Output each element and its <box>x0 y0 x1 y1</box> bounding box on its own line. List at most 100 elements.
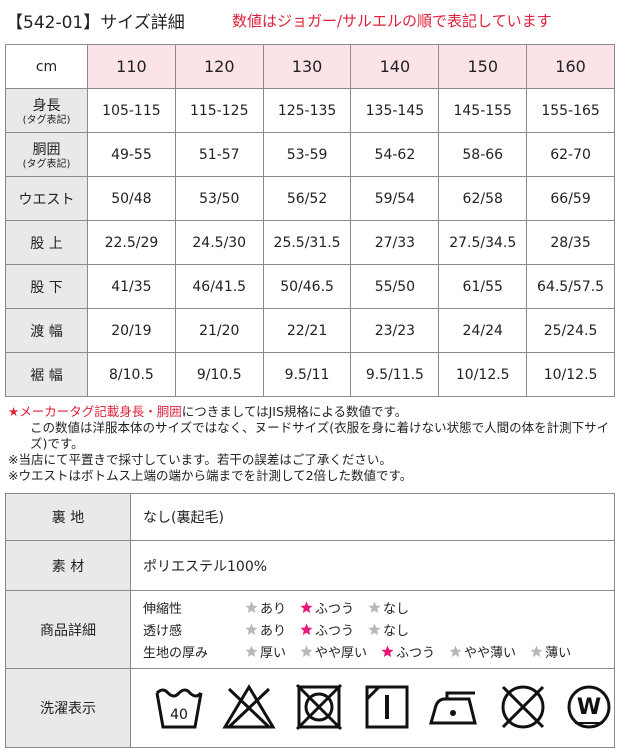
wet-clean-icon: W <box>567 685 611 729</box>
cell: 46/41.5 <box>174 264 264 309</box>
row-label: 商品詳細 <box>5 590 131 669</box>
wash-temp: 40 <box>170 707 188 723</box>
option-text: やや薄い <box>464 646 517 661</box>
no-dryclean-icon <box>501 685 545 729</box>
star <box>300 623 313 635</box>
cell: 115-125 <box>174 88 264 133</box>
note-text: ※ウエストはボトムス上端の端から端までを計測して2倍した数値です。 <box>8 468 413 483</box>
option: なし <box>368 620 409 639</box>
cell: 25.5/31.5 <box>262 220 352 265</box>
cell: 155-165 <box>526 88 615 133</box>
cell: 59/54 <box>350 176 440 221</box>
cell: 40 W <box>130 668 615 748</box>
size-header: 150 <box>438 44 528 89</box>
no-bleach-icon <box>222 684 276 729</box>
detail-row: 伸縮性 あり ふつう なし <box>143 597 614 619</box>
cell: 105-115 <box>87 88 176 133</box>
cell: 125-135 <box>262 88 352 133</box>
star-shape <box>300 645 313 657</box>
row-label: 股 上 <box>5 220 88 265</box>
cell: 9.5/11 <box>262 352 352 397</box>
cell: 27.5/34.5 <box>438 220 528 265</box>
option-text: 薄い <box>545 646 572 661</box>
option-text: なし <box>383 624 410 639</box>
cell: 27/33 <box>350 220 440 265</box>
option-text: なし <box>383 602 410 617</box>
option-text: やや厚い <box>315 646 368 661</box>
row-label: 素 材 <box>5 540 131 591</box>
wet-clean-label: W <box>577 695 601 720</box>
label: 股 上 <box>30 235 63 252</box>
note: ※ウエストはボトムス上端の端から端までを計測して2倍した数値です。 <box>8 468 613 484</box>
care-symbols: 40 W <box>155 683 611 731</box>
size-row: 股 上 22.5/29 24.5/30 25.5/31.5 27/33 27.5/34.5… <box>5 220 615 265</box>
cell: なし(裏起毛) <box>130 493 615 541</box>
star <box>530 645 543 657</box>
star-shape <box>300 623 313 635</box>
detail-row: 生地の厚み 厚い やや厚い ふつう やや薄い 薄い <box>143 641 614 663</box>
star-shape <box>449 645 462 657</box>
notes: ★メーカータグ記載身長・胴囲につきましてはJIS規格による数値です。 この数値は洋… <box>8 404 613 484</box>
label: 渡 幅 <box>30 323 63 340</box>
note-highlight: ★メーカータグ記載身長・胴囲 <box>8 404 182 419</box>
row-label: 身長 (タグ表記) <box>5 88 88 133</box>
star-shape <box>300 601 313 613</box>
option: ふつう <box>300 620 354 639</box>
cell: 56/52 <box>262 176 352 221</box>
cell: 20/19 <box>87 308 176 353</box>
star <box>449 645 462 657</box>
option-text: ふつう <box>396 646 436 661</box>
line-dry-shade-icon <box>365 685 409 729</box>
cell: 伸縮性 あり ふつう なし 透け感 あり ふつう なし 生地の厚み 厚い やや厚い ふつう やや薄い 薄い <box>130 590 615 669</box>
option: あり <box>245 598 286 617</box>
cell: 41/35 <box>87 264 176 309</box>
cell: 23/23 <box>350 308 440 353</box>
star <box>245 645 258 657</box>
star <box>245 601 258 613</box>
cell: 62/58 <box>438 176 528 221</box>
star <box>300 645 313 657</box>
cell: ポリエステル100% <box>130 540 615 591</box>
cell: 24.5/30 <box>174 220 264 265</box>
size-row: 渡 幅 20/19 21/20 22/21 23/23 24/24 25/24.5 <box>5 308 615 353</box>
cell: 9/10.5 <box>174 352 264 397</box>
cell: 64.5/57.5 <box>526 264 615 309</box>
cell: 21/20 <box>174 308 264 353</box>
star <box>368 623 381 635</box>
detail-name: 透け感 <box>143 624 183 639</box>
corner: cm <box>5 44 88 89</box>
option: あり <box>245 620 286 639</box>
iron-icon <box>429 691 477 725</box>
row-label: 裏 地 <box>5 493 131 541</box>
detail-name: 生地の厚み <box>143 646 209 661</box>
wash-icon: 40 <box>155 688 203 729</box>
row-label: 胴囲 (タグ表記) <box>5 132 88 177</box>
cell: 55/50 <box>350 264 440 309</box>
label: ウエスト <box>18 191 75 208</box>
star-shape <box>368 623 381 635</box>
cell: 28/35 <box>526 220 615 265</box>
note-text: ※当店にて平置きで採寸しています。若干の誤差はご了承ください。 <box>8 452 392 467</box>
note: ★メーカータグ記載身長・胴囲につきましてはJIS規格による数値です。 <box>8 404 613 420</box>
size-header: 140 <box>350 44 440 89</box>
cell: 145-155 <box>438 88 528 133</box>
cell: 53-59 <box>262 132 352 177</box>
sublabel: (タグ表記) <box>22 159 71 170</box>
cell: 61/55 <box>438 264 528 309</box>
row-label: 洗濯表示 <box>5 668 131 748</box>
row-label: 裾 幅 <box>5 352 88 397</box>
star <box>245 623 258 635</box>
cell: 135-145 <box>350 88 440 133</box>
note: ※当店にて平置きで採寸しています。若干の誤差はご了承ください。 <box>8 452 613 468</box>
star <box>368 601 381 613</box>
option-text: あり <box>260 624 287 639</box>
note-text: この数値は洋服本体のサイズではなく、ヌードサイズ(衣服を身に着けない状態で人間の… <box>30 420 610 451</box>
cell: 24/24 <box>438 308 528 353</box>
option: やや厚い <box>300 642 367 661</box>
size-header: 120 <box>174 44 264 89</box>
size-row: 胴囲 (タグ表記) 49-55 51-57 53-59 54-62 58-66 62-70 <box>5 132 615 177</box>
cell: 10/12.5 <box>438 352 528 397</box>
size-row: 股 下 41/35 46/41.5 50/46.5 55/50 61/55 64.5/57.… <box>5 264 615 309</box>
size-row: 裾 幅 8/10.5 9/10.5 9.5/11 9.5/11.5 10/12.5 10/1… <box>5 352 615 397</box>
